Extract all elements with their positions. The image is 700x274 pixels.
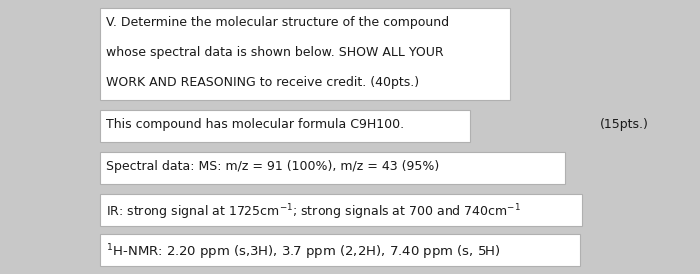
FancyBboxPatch shape — [100, 110, 470, 142]
Text: $^{1}$H-NMR: 2.20 ppm (s,3H), 3.7 ppm (2,2H), 7.40 ppm (s, 5H): $^{1}$H-NMR: 2.20 ppm (s,3H), 3.7 ppm (2… — [106, 242, 501, 262]
Text: WORK AND REASONING to receive credit. (40pts.): WORK AND REASONING to receive credit. (4… — [106, 76, 419, 89]
Text: IR: strong signal at 1725cm$^{-1}$; strong signals at 700 and 740cm$^{-1}$: IR: strong signal at 1725cm$^{-1}$; stro… — [106, 202, 521, 222]
Text: whose spectral data is shown below. SHOW ALL YOUR: whose spectral data is shown below. SHOW… — [106, 46, 444, 59]
Text: V. Determine the molecular structure of the compound: V. Determine the molecular structure of … — [106, 16, 449, 29]
Text: (15pts.): (15pts.) — [600, 118, 649, 131]
Text: Spectral data: MS: m/z = 91 (100%), m/z = 43 (95%): Spectral data: MS: m/z = 91 (100%), m/z … — [106, 160, 440, 173]
FancyBboxPatch shape — [100, 194, 582, 226]
FancyBboxPatch shape — [100, 234, 580, 266]
FancyBboxPatch shape — [100, 8, 510, 100]
FancyBboxPatch shape — [100, 152, 565, 184]
Text: This compound has molecular formula C9H100.: This compound has molecular formula C9H1… — [106, 118, 404, 131]
